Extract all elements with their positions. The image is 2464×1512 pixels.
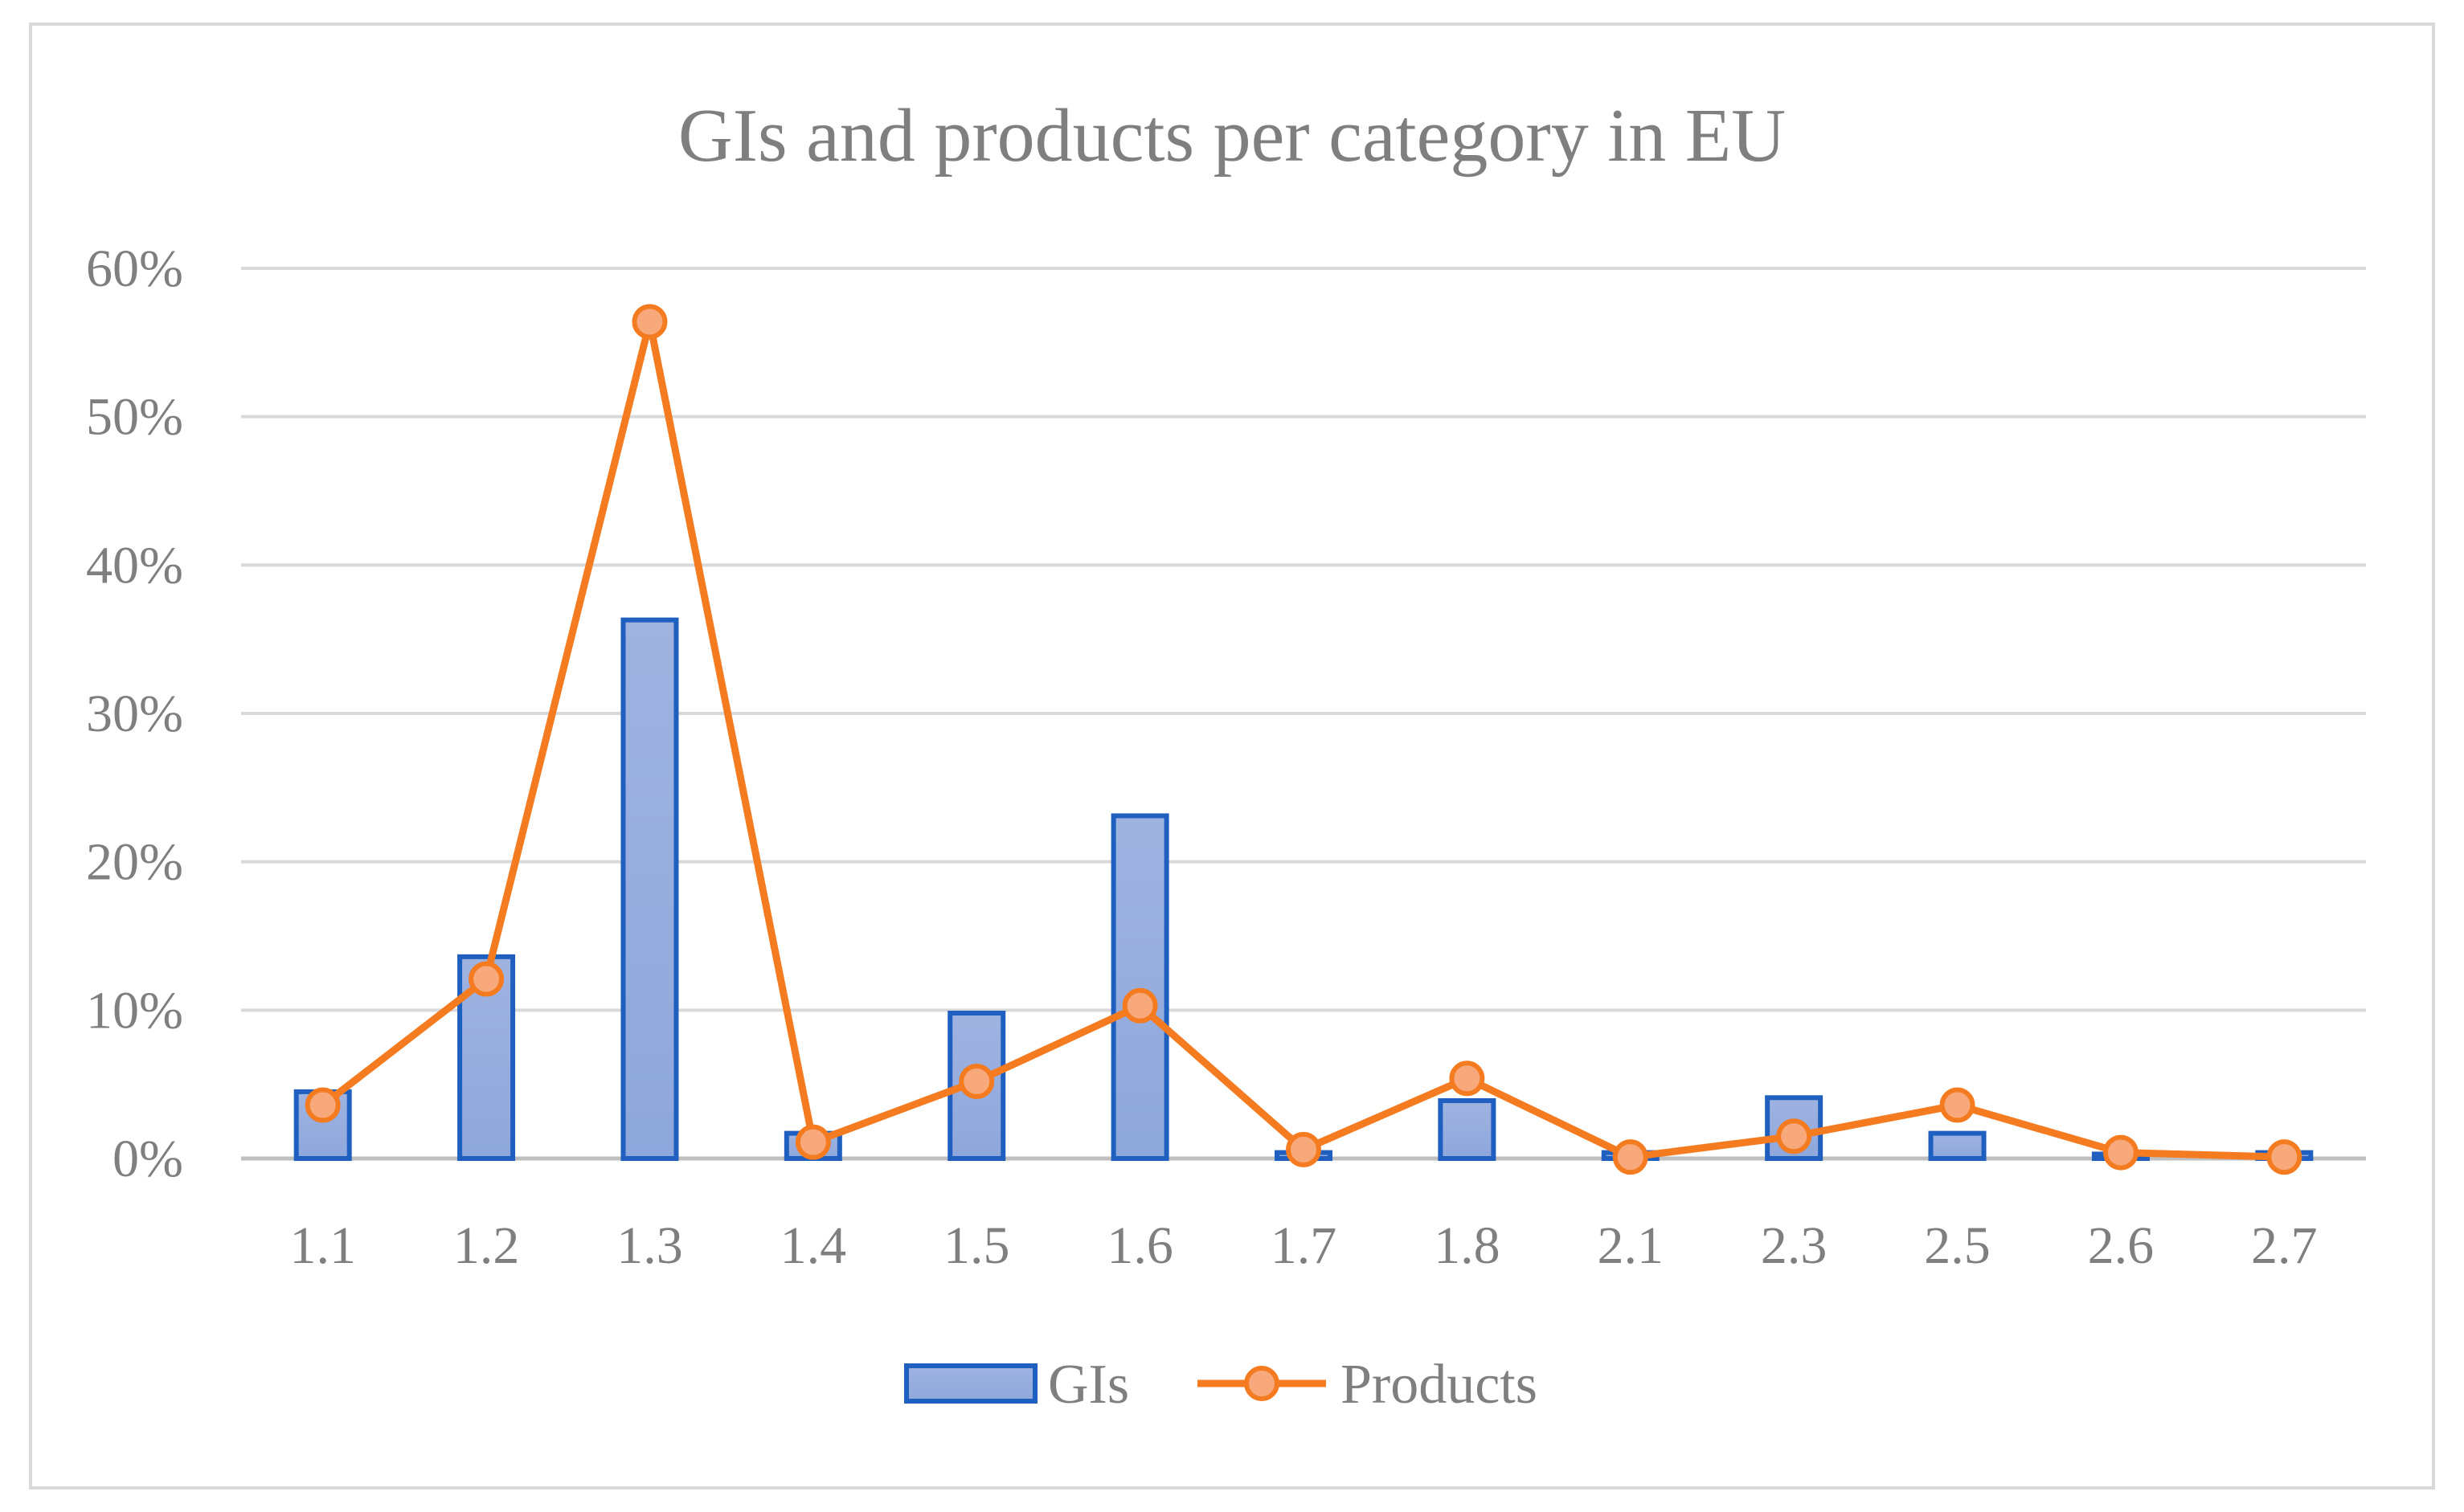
point-products [1449, 1060, 1485, 1097]
point-products [305, 1087, 341, 1123]
x-tick-label: 1.7 [1271, 1216, 1337, 1275]
y-axis-tick-labels: 0% 10% 20% 30% 40% 50% 60% [86, 239, 183, 1188]
x-tick-label: 2.5 [1924, 1216, 1991, 1275]
x-tick-label: 1.3 [616, 1216, 683, 1275]
y-tick-label: 50% [86, 388, 183, 447]
legend-swatch-gis [904, 1363, 1038, 1404]
y-tick-label: 40% [86, 536, 183, 595]
x-tick-label: 1.8 [1434, 1216, 1500, 1275]
chart-title: GIs and products per category in EU [678, 94, 1786, 178]
y-tick-label: 10% [86, 981, 183, 1040]
point-products [2102, 1134, 2139, 1171]
point-products [1286, 1131, 1321, 1167]
y-tick-label: 20% [86, 833, 183, 892]
point-products [632, 304, 668, 340]
legend-label-products: Products [1340, 1354, 1537, 1416]
x-tick-label: 1.6 [1107, 1216, 1173, 1275]
legend-label-gis: GIs [1048, 1354, 1129, 1416]
bar-gis [1438, 1097, 1496, 1161]
x-tick-label: 1.1 [289, 1216, 356, 1275]
x-tick-label: 2.7 [2251, 1216, 2318, 1275]
bar-series [293, 617, 2314, 1162]
x-tick-label: 2.6 [2088, 1216, 2155, 1275]
point-products [2266, 1139, 2302, 1175]
point-products [469, 961, 505, 997]
bar-gis [1928, 1130, 1987, 1162]
point-products [1612, 1139, 1648, 1175]
x-axis-tick-labels: 1.1 1.2 1.3 1.4 1.5 1.6 1.7 1.8 2.1 2.3 2.5 2.6 2.7 [289, 1216, 2317, 1275]
bar-gis [620, 617, 679, 1161]
legend: GIs Products [904, 1354, 1537, 1416]
point-products [1776, 1118, 1812, 1154]
y-tick-label: 30% [86, 684, 183, 743]
x-tick-label: 1.4 [780, 1216, 847, 1275]
products-line [320, 317, 2285, 1161]
point-products [1939, 1087, 1975, 1123]
y-tick-label: 0% [113, 1130, 183, 1188]
x-tick-label: 1.2 [453, 1216, 520, 1275]
gridlines [241, 267, 2366, 1161]
x-tick-label: 1.5 [943, 1216, 1010, 1275]
line-series [305, 304, 2302, 1175]
point-products [795, 1124, 831, 1160]
x-tick-label: 2.1 [1598, 1216, 1664, 1275]
y-tick-label: 60% [86, 239, 183, 298]
point-products [1122, 987, 1158, 1024]
x-tick-label: 2.3 [1761, 1216, 1828, 1275]
legend-marker-products [1244, 1366, 1279, 1401]
bar-gis [1111, 813, 1169, 1161]
point-products [959, 1063, 995, 1099]
